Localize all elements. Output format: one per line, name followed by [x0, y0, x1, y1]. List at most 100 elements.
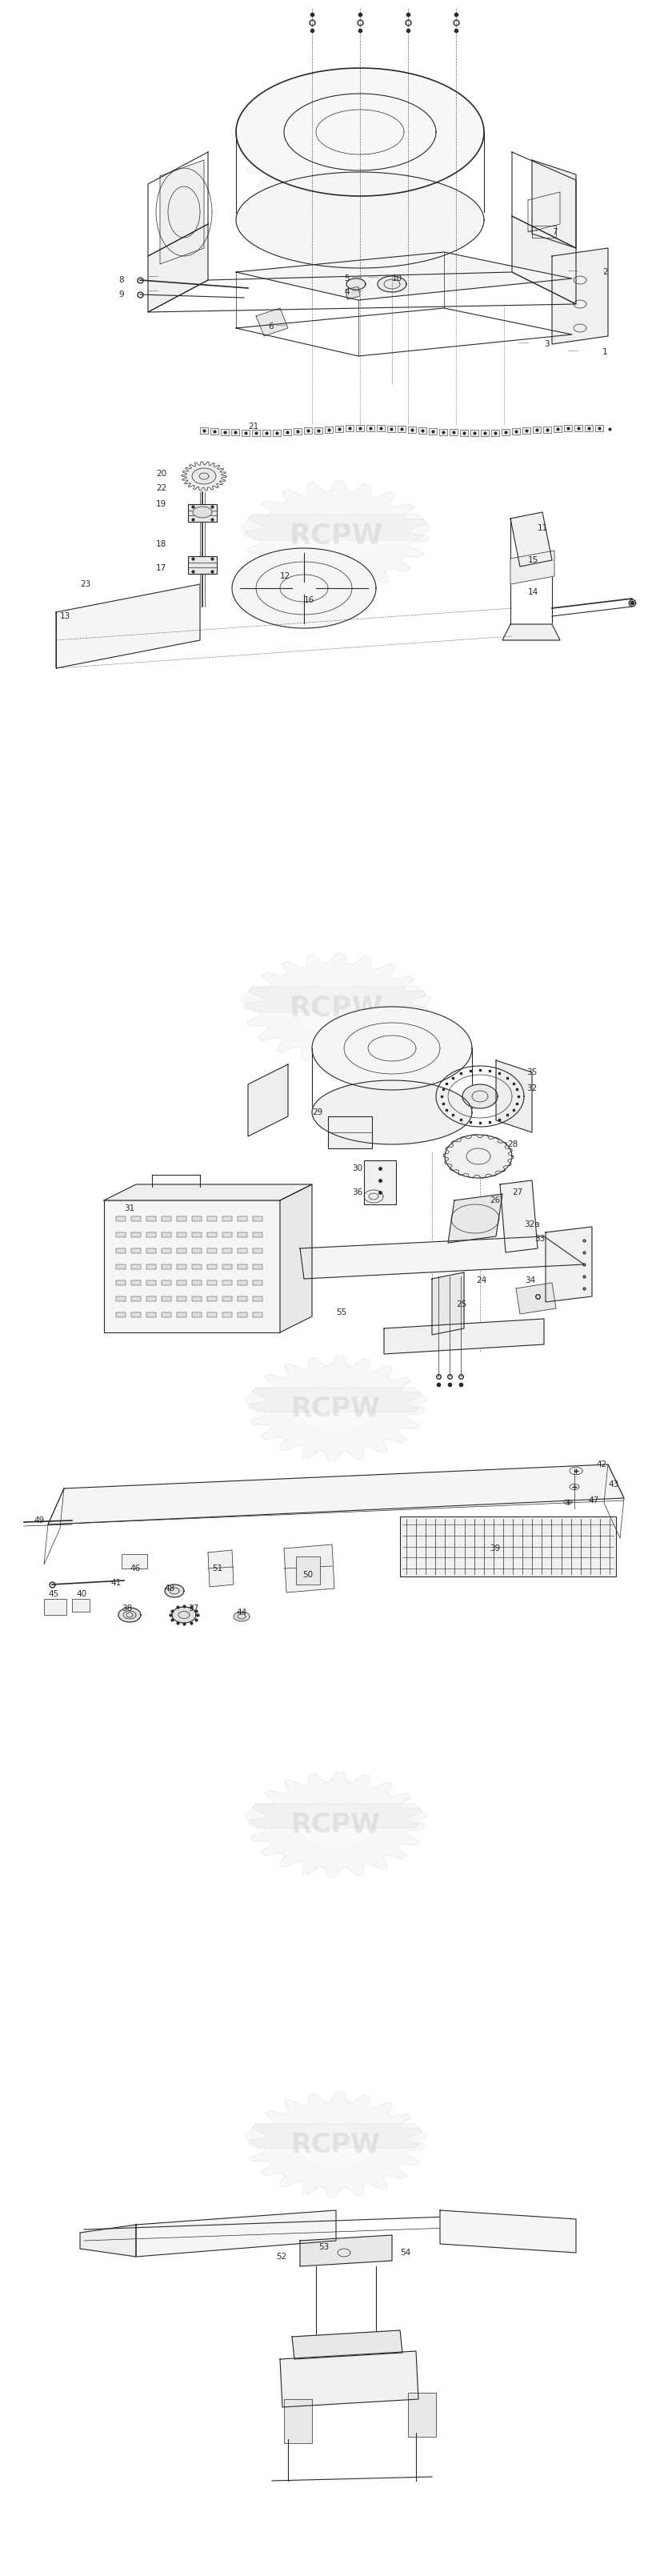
Polygon shape: [248, 2092, 424, 2197]
Bar: [364, 1159, 396, 1206]
Text: 26: 26: [490, 1195, 500, 1206]
Bar: [238, 1265, 247, 1270]
Polygon shape: [296, 1801, 376, 1850]
Bar: [512, 428, 520, 435]
Text: 6: 6: [268, 322, 274, 330]
Text: 36: 36: [352, 1188, 363, 1195]
Text: 27: 27: [512, 1188, 523, 1195]
Polygon shape: [445, 1136, 512, 1177]
Bar: [253, 1296, 262, 1301]
Bar: [377, 425, 385, 433]
Text: 43: 43: [608, 1481, 619, 1489]
Text: 34: 34: [525, 1275, 536, 1285]
Bar: [564, 425, 572, 433]
Bar: [192, 1249, 202, 1252]
Text: 22: 22: [156, 484, 167, 492]
Text: 28: 28: [507, 1141, 518, 1149]
Polygon shape: [160, 160, 204, 265]
Bar: [161, 1249, 171, 1252]
Bar: [161, 1231, 171, 1236]
Bar: [314, 428, 323, 433]
Bar: [400, 1517, 616, 1577]
Polygon shape: [296, 1386, 376, 1432]
Polygon shape: [236, 67, 484, 196]
Bar: [222, 1249, 232, 1252]
Text: 4: 4: [344, 289, 349, 296]
Bar: [460, 430, 468, 435]
Bar: [242, 430, 249, 435]
Polygon shape: [234, 1613, 249, 1620]
Bar: [575, 425, 583, 430]
Text: 47: 47: [588, 1497, 599, 1504]
Polygon shape: [432, 1273, 464, 1334]
Bar: [238, 1280, 247, 1285]
Bar: [439, 428, 447, 435]
Bar: [253, 1216, 262, 1221]
Text: 33: 33: [534, 1234, 545, 1242]
Polygon shape: [312, 1079, 472, 1144]
Bar: [585, 425, 593, 430]
Polygon shape: [345, 286, 360, 299]
Polygon shape: [248, 1064, 288, 1136]
Bar: [480, 430, 489, 435]
Bar: [207, 1249, 217, 1252]
Polygon shape: [546, 1226, 592, 1301]
Bar: [366, 425, 374, 430]
Polygon shape: [56, 585, 200, 667]
Polygon shape: [532, 160, 576, 247]
Text: 45: 45: [48, 1589, 58, 1597]
Bar: [192, 1265, 202, 1270]
Text: 32: 32: [526, 1084, 537, 1092]
Polygon shape: [165, 1584, 184, 1597]
Bar: [210, 428, 218, 435]
Polygon shape: [384, 1319, 544, 1355]
Bar: [238, 1216, 247, 1221]
Bar: [192, 1231, 202, 1236]
Bar: [325, 425, 333, 433]
Bar: [146, 1231, 156, 1236]
Polygon shape: [248, 1355, 424, 1461]
Polygon shape: [511, 513, 552, 567]
Polygon shape: [378, 276, 407, 291]
Bar: [131, 1249, 141, 1252]
Polygon shape: [503, 623, 560, 641]
Bar: [262, 430, 270, 435]
Bar: [161, 1296, 171, 1301]
Bar: [253, 1265, 262, 1270]
Bar: [72, 1600, 89, 1613]
Bar: [252, 430, 260, 435]
Bar: [131, 1216, 141, 1221]
Bar: [177, 1265, 186, 1270]
Polygon shape: [256, 309, 288, 335]
Text: 49: 49: [34, 1517, 44, 1525]
Bar: [221, 428, 228, 435]
Bar: [222, 1231, 232, 1236]
Bar: [177, 1311, 186, 1316]
Bar: [238, 1249, 247, 1252]
Bar: [131, 1311, 141, 1316]
Text: 46: 46: [130, 1564, 140, 1571]
Text: 20: 20: [156, 469, 167, 477]
Text: 12: 12: [280, 572, 290, 580]
Text: RCPW: RCPW: [291, 2130, 381, 2159]
Bar: [398, 425, 406, 433]
Polygon shape: [300, 1236, 584, 1278]
Bar: [304, 428, 312, 435]
Bar: [207, 1265, 217, 1270]
Polygon shape: [244, 100, 428, 211]
Bar: [192, 1296, 202, 1301]
Text: 29: 29: [312, 1108, 323, 1115]
Polygon shape: [236, 252, 572, 299]
Bar: [188, 505, 217, 523]
Polygon shape: [284, 1546, 335, 1592]
Bar: [188, 556, 217, 574]
Text: 32a: 32a: [524, 1221, 540, 1229]
Polygon shape: [236, 173, 484, 268]
Bar: [131, 1265, 141, 1270]
Polygon shape: [245, 1803, 427, 1829]
Bar: [192, 1311, 202, 1316]
Text: 14: 14: [528, 587, 538, 595]
Bar: [429, 428, 437, 435]
Polygon shape: [294, 131, 378, 180]
Polygon shape: [244, 953, 428, 1064]
